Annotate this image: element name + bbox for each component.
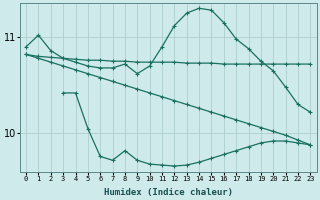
X-axis label: Humidex (Indice chaleur): Humidex (Indice chaleur) <box>104 188 233 197</box>
